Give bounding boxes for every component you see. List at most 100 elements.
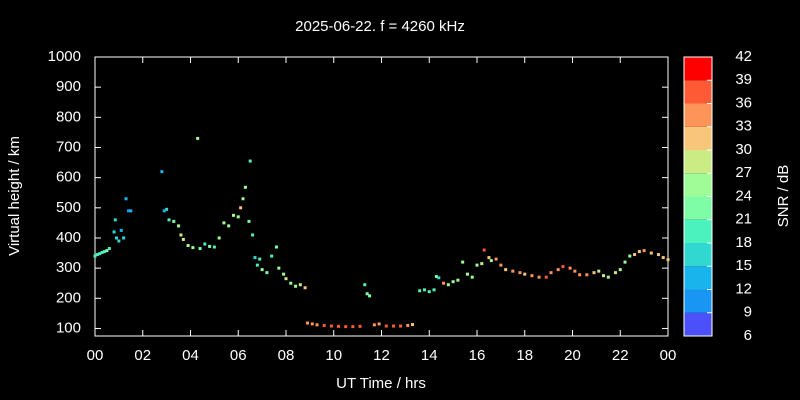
y-tick-label: 300 <box>56 259 81 276</box>
data-point <box>212 245 216 249</box>
data-point <box>103 250 107 254</box>
data-point <box>494 257 498 261</box>
y-tick-label: 700 <box>56 138 81 155</box>
data-point <box>461 260 465 264</box>
data-point <box>573 269 577 273</box>
data-point <box>451 280 455 284</box>
data-point <box>124 197 128 201</box>
colorbar-tick-label: 18 <box>735 234 752 251</box>
data-point <box>329 324 333 328</box>
data-point <box>465 272 469 276</box>
data-point <box>372 323 376 327</box>
data-point <box>578 273 582 277</box>
data-point <box>656 253 660 257</box>
data-point <box>113 218 117 222</box>
data-point <box>518 271 522 275</box>
y-tick-label: 1000 <box>48 48 81 65</box>
colorbar-band <box>684 57 712 81</box>
x-tick-label: 14 <box>421 347 438 364</box>
data-point <box>530 274 534 278</box>
data-point <box>437 276 441 280</box>
x-tick-label: 22 <box>612 347 629 364</box>
data-point <box>277 266 281 270</box>
data-point <box>337 324 341 328</box>
data-point <box>162 209 166 213</box>
x-tick-label: 02 <box>134 347 151 364</box>
data-point <box>203 242 207 246</box>
data-point <box>642 249 646 253</box>
x-tick-label: 10 <box>325 347 342 364</box>
data-point <box>618 268 622 272</box>
colorbar-band <box>684 150 712 174</box>
data-point <box>303 286 307 290</box>
colorbar-band <box>684 126 712 150</box>
y-tick-label: 800 <box>56 108 81 125</box>
y-tick-label: 100 <box>56 319 81 336</box>
data-point <box>298 283 302 287</box>
y-tick-label: 900 <box>56 78 81 95</box>
x-tick-label: 06 <box>230 347 247 364</box>
data-point <box>606 275 610 279</box>
colorbar-band <box>684 243 712 267</box>
data-point <box>294 284 298 288</box>
data-point <box>363 283 367 287</box>
data-point <box>406 323 410 327</box>
data-point <box>117 239 121 243</box>
x-tick-label: 04 <box>182 347 199 364</box>
data-point <box>623 260 627 264</box>
data-point <box>227 224 231 228</box>
data-point <box>98 252 102 256</box>
data-point <box>384 324 388 328</box>
data-point <box>160 170 164 174</box>
data-point <box>126 209 130 213</box>
data-point <box>470 275 474 279</box>
data-point <box>315 323 319 327</box>
data-point <box>613 271 617 275</box>
data-point <box>480 262 484 266</box>
data-point <box>411 323 415 327</box>
data-point <box>217 236 221 240</box>
data-point <box>442 281 446 285</box>
colorbar-band <box>684 266 712 290</box>
data-point <box>181 237 185 241</box>
data-point <box>489 259 493 263</box>
data-point <box>649 251 653 255</box>
data-point <box>119 228 123 232</box>
data-point <box>255 263 259 267</box>
data-point <box>504 268 508 272</box>
y-tick-label: 400 <box>56 229 81 246</box>
data-point <box>241 197 245 201</box>
data-point <box>628 254 632 258</box>
y-tick-label: 500 <box>56 199 81 216</box>
data-point <box>456 278 460 282</box>
data-point <box>422 288 426 292</box>
colorbar-band <box>684 312 712 336</box>
x-tick-label: 18 <box>516 347 533 364</box>
data-point <box>289 281 293 285</box>
colorbar-tick-label: 24 <box>735 187 752 204</box>
data-point <box>107 247 111 251</box>
data-point <box>344 325 348 329</box>
data-point <box>258 257 262 261</box>
data-point <box>253 256 257 260</box>
data-point <box>284 277 288 281</box>
colorbar-band <box>684 173 712 197</box>
colorbar-band <box>684 196 712 220</box>
data-point <box>322 323 326 327</box>
data-point <box>236 215 240 219</box>
data-point <box>239 206 243 210</box>
data-point <box>196 136 200 140</box>
data-point <box>105 249 109 253</box>
data-point <box>418 289 422 293</box>
colorbar-label: SNR / dB <box>775 165 792 228</box>
data-point <box>561 265 565 269</box>
data-point <box>391 324 395 328</box>
data-point <box>358 324 362 328</box>
y-tick-label: 600 <box>56 169 81 186</box>
colorbar-tick-label: 15 <box>735 257 752 274</box>
data-point <box>310 322 314 326</box>
data-point <box>248 159 252 163</box>
data-point <box>172 219 176 223</box>
colorbar-band <box>684 103 712 127</box>
